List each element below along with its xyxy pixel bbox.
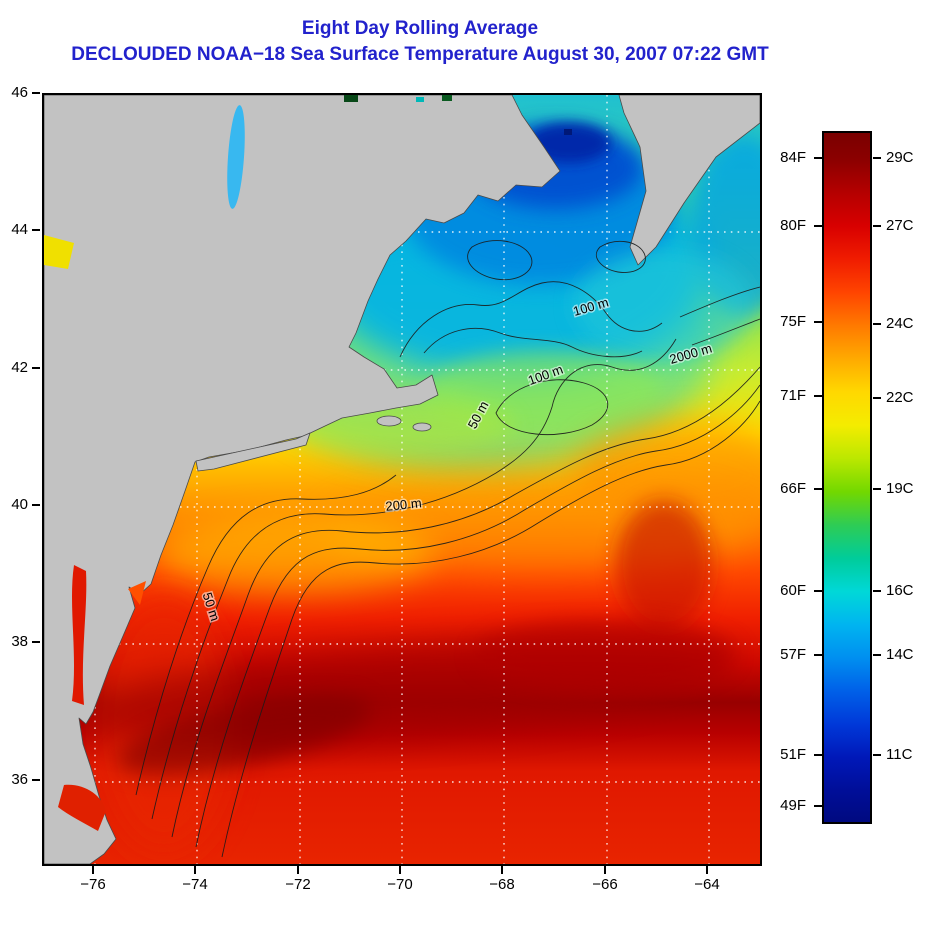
colorbar-tick	[814, 321, 822, 323]
colorbar-fahrenheit-label: 80F	[780, 217, 806, 234]
colorbar-tick	[873, 397, 881, 399]
x-axis-label: −76	[80, 876, 106, 893]
sst-map: 100 m 100 m 50 m 2000 m 200 m 50 m	[44, 95, 760, 864]
x-axis-tick	[604, 866, 606, 874]
colorbar-fahrenheit-label: 60F	[780, 582, 806, 599]
colorbar-celsius-label: 22C	[886, 389, 914, 406]
y-axis-label: 44	[11, 221, 28, 238]
y-axis-label: 36	[11, 771, 28, 788]
y-axis-tick	[32, 367, 40, 369]
colorbar-fahrenheit-label: 66F	[780, 480, 806, 497]
map-plot: 100 m 100 m 50 m 2000 m 200 m 50 m	[42, 93, 762, 866]
colorbar-tick	[814, 157, 822, 159]
y-axis-tick	[32, 504, 40, 506]
colorbar-celsius-label: 16C	[886, 582, 914, 599]
colorbar-tick	[873, 225, 881, 227]
x-axis-label: −74	[182, 876, 208, 893]
colorbar-tick	[873, 488, 881, 490]
land-region	[44, 95, 760, 864]
depth-contours	[135, 240, 760, 858]
x-axis-tick	[297, 866, 299, 874]
colorbar-celsius-label: 14C	[886, 646, 914, 663]
colorbar-tick	[814, 488, 822, 490]
x-axis-label: −68	[489, 876, 515, 893]
x-axis-tick	[92, 866, 94, 874]
colorbar-tick	[814, 754, 822, 756]
colorbar	[822, 131, 872, 824]
inland-waters	[44, 95, 572, 831]
colorbar-tick	[873, 590, 881, 592]
x-axis-label: −66	[592, 876, 618, 893]
colorbar-tick	[873, 754, 881, 756]
figure-header: Eight Day Rolling Average DECLOUDED NOAA…	[0, 16, 840, 68]
y-axis-tick	[32, 229, 40, 231]
colorbar-tick	[814, 590, 822, 592]
figure-subtitle: DECLOUDED NOAA−18 Sea Surface Temperatur…	[71, 44, 769, 65]
colorbar-fahrenheit-label: 84F	[780, 149, 806, 166]
colorbar-fahrenheit-label: 75F	[780, 313, 806, 330]
x-axis-tick	[194, 866, 196, 874]
x-axis-tick	[501, 866, 503, 874]
y-axis-label: 46	[11, 84, 28, 101]
colorbar-celsius-label: 11C	[886, 746, 913, 763]
colorbar-tick	[814, 654, 822, 656]
colorbar-fahrenheit-label: 49F	[780, 797, 806, 814]
colorbar-fahrenheit-label: 71F	[780, 387, 806, 404]
colorbar-celsius-label: 27C	[886, 217, 914, 234]
colorbar-tick	[873, 157, 881, 159]
x-axis-tick	[399, 866, 401, 874]
figure-title: Eight Day Rolling Average	[301, 18, 539, 39]
y-axis-tick	[32, 779, 40, 781]
colorbar-fahrenheit-label: 57F	[780, 646, 806, 663]
y-axis-tick	[32, 92, 40, 94]
colorbar-celsius-label: 19C	[886, 480, 914, 497]
colorbar-tick	[873, 323, 881, 325]
colorbar-tick	[873, 654, 881, 656]
y-axis-label: 38	[11, 633, 28, 650]
y-axis-tick	[32, 641, 40, 643]
x-axis-tick	[706, 866, 708, 874]
colorbar-fahrenheit-label: 51F	[780, 746, 806, 763]
x-axis-label: −72	[285, 876, 311, 893]
colorbar-celsius-label: 24C	[886, 315, 914, 332]
colorbar-tick	[814, 395, 822, 397]
colorbar-celsius-label: 29C	[886, 149, 914, 166]
x-axis-label: −70	[387, 876, 413, 893]
y-axis-label: 40	[11, 496, 28, 513]
contour-label: 200 m	[385, 495, 423, 514]
x-axis-label: −64	[694, 876, 720, 893]
colorbar-tick	[814, 805, 822, 807]
y-axis-label: 42	[11, 359, 28, 376]
colorbar-tick	[814, 225, 822, 227]
